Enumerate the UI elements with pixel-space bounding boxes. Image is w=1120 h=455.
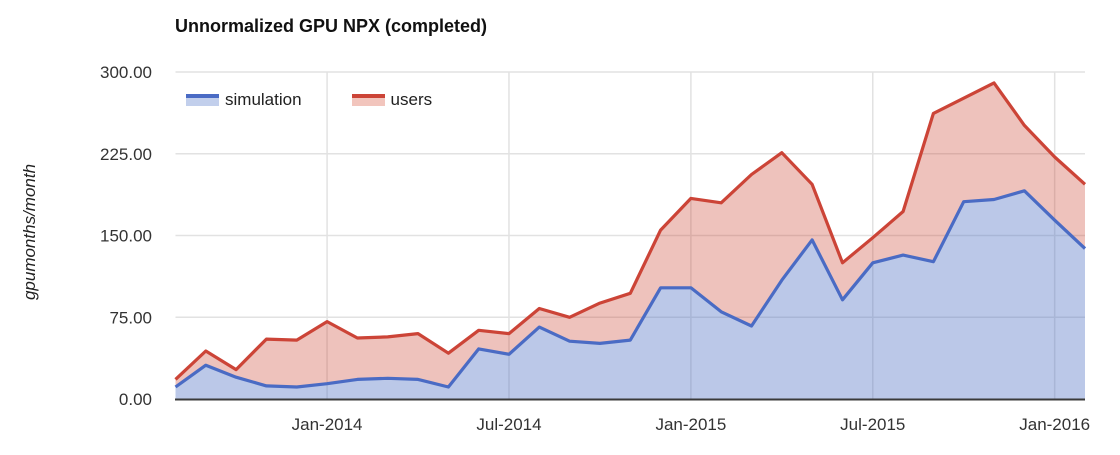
- y-axis-title: gpumonths/month: [20, 163, 39, 301]
- simulation-line: [174, 189, 1087, 389]
- y-tick-label: 225.00: [100, 145, 152, 164]
- legend-item-simulation: simulation: [186, 90, 302, 110]
- legend: simulation users: [186, 90, 432, 110]
- users-line: [174, 81, 1087, 381]
- users-area: [175, 82, 1085, 388]
- y-tick-label: 150.00: [100, 227, 152, 246]
- simulation-area: [175, 190, 1085, 399]
- y-tick-label: 75.00: [109, 308, 152, 327]
- x-tick-label: Jan-2014: [292, 415, 363, 434]
- legend-label-users: users: [390, 90, 433, 109]
- x-tick-label: Jan-2015: [655, 415, 726, 434]
- y-tick-label: 0.00: [119, 390, 152, 409]
- legend-label-simulation: simulation: [225, 90, 302, 109]
- users-swatch-icon: [351, 94, 385, 106]
- y-tick-label: 300.00: [100, 63, 152, 82]
- chart-title: Unnormalized GPU NPX (completed): [175, 16, 488, 36]
- simulation-swatch-icon: [186, 94, 219, 106]
- x-tick-label: Jul-2015: [840, 415, 905, 434]
- legend-item-users: users: [351, 90, 433, 110]
- x-tick-label: Jan-2016: [1019, 415, 1090, 434]
- x-tick-label: Jul-2014: [476, 415, 541, 434]
